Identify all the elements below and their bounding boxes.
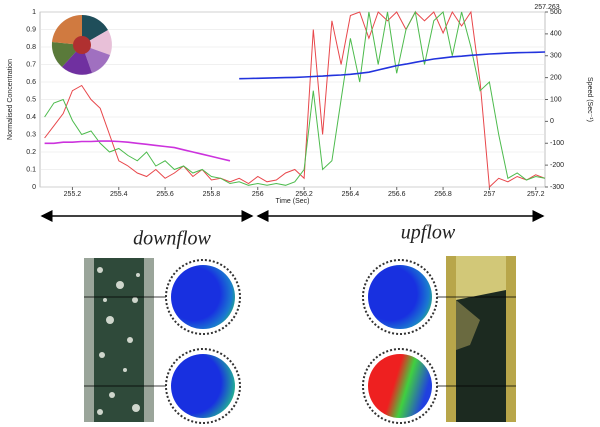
- x-tick-label: 255.2: [64, 191, 82, 198]
- plot: 0 0.1 0.2 0.3 0.4 0.5 0.6 0.7 0.8 0.9 1 -300 -200 -10…: [7, 4, 593, 205]
- x-tick-label: 255.6: [156, 191, 174, 198]
- y-tick-label: 0.7: [26, 61, 36, 68]
- x-tick-label: 256: [252, 191, 264, 198]
- guide-lines: [84, 296, 516, 387]
- y2-tick-label: 400: [550, 31, 562, 38]
- x-tick-label: 257.2: [527, 191, 545, 198]
- x-tick-label: 256.6: [388, 191, 406, 198]
- x-tick-label: 256.8: [434, 191, 452, 198]
- y-tick-label: 0.3: [26, 131, 36, 138]
- y2-tick-label: 300: [550, 53, 562, 60]
- series-line: [44, 10, 546, 189]
- y-tick-label: 0.8: [26, 44, 36, 51]
- y2-tick-label: 500: [550, 9, 562, 16]
- x-tick-label: 256.2: [295, 191, 313, 198]
- upflow-label: upflow: [401, 222, 456, 244]
- x-axis-label: Time (Sec): [276, 198, 310, 205]
- downflow-label: downflow: [133, 228, 211, 250]
- y-tick-label: 0.6: [26, 79, 36, 86]
- y2-tick-label: 200: [550, 74, 562, 81]
- legend-wheel: [51, 14, 112, 75]
- y-axis-label: Normalised Concentration: [7, 59, 14, 140]
- y-tick-label: 0.2: [26, 149, 36, 156]
- y2-tick-label: -300: [550, 184, 564, 191]
- y-tick-label: 0.5: [26, 96, 36, 103]
- y-tick-label: 0.9: [26, 26, 36, 33]
- cross-sections: [165, 259, 438, 424]
- photo-right: [446, 256, 516, 422]
- y-tick-label: 1: [32, 9, 36, 16]
- x-tick-label: 255.8: [203, 191, 221, 198]
- photo-left: [84, 258, 154, 422]
- y-tick-label: 0.4: [26, 114, 36, 121]
- annotation: 257.263: [534, 4, 559, 11]
- x-tick-label: 256.4: [342, 191, 360, 198]
- series-line: [44, 140, 231, 162]
- x-tick-label: 255.4: [110, 191, 128, 198]
- y-tick-label: 0: [32, 184, 36, 191]
- y2-tick-label: -200: [550, 162, 564, 169]
- series-line: [239, 51, 546, 80]
- y2-tick-label: 100: [550, 96, 562, 103]
- series-line: [44, 10, 546, 186]
- y2-axis-label: Speed (Sec⁻¹): [586, 77, 593, 122]
- y2-tick-label: 0: [550, 118, 554, 125]
- x-tick-label: 257: [484, 191, 496, 198]
- y2-tick-label: -100: [550, 140, 564, 147]
- y-tick-label: 0.1: [26, 166, 36, 173]
